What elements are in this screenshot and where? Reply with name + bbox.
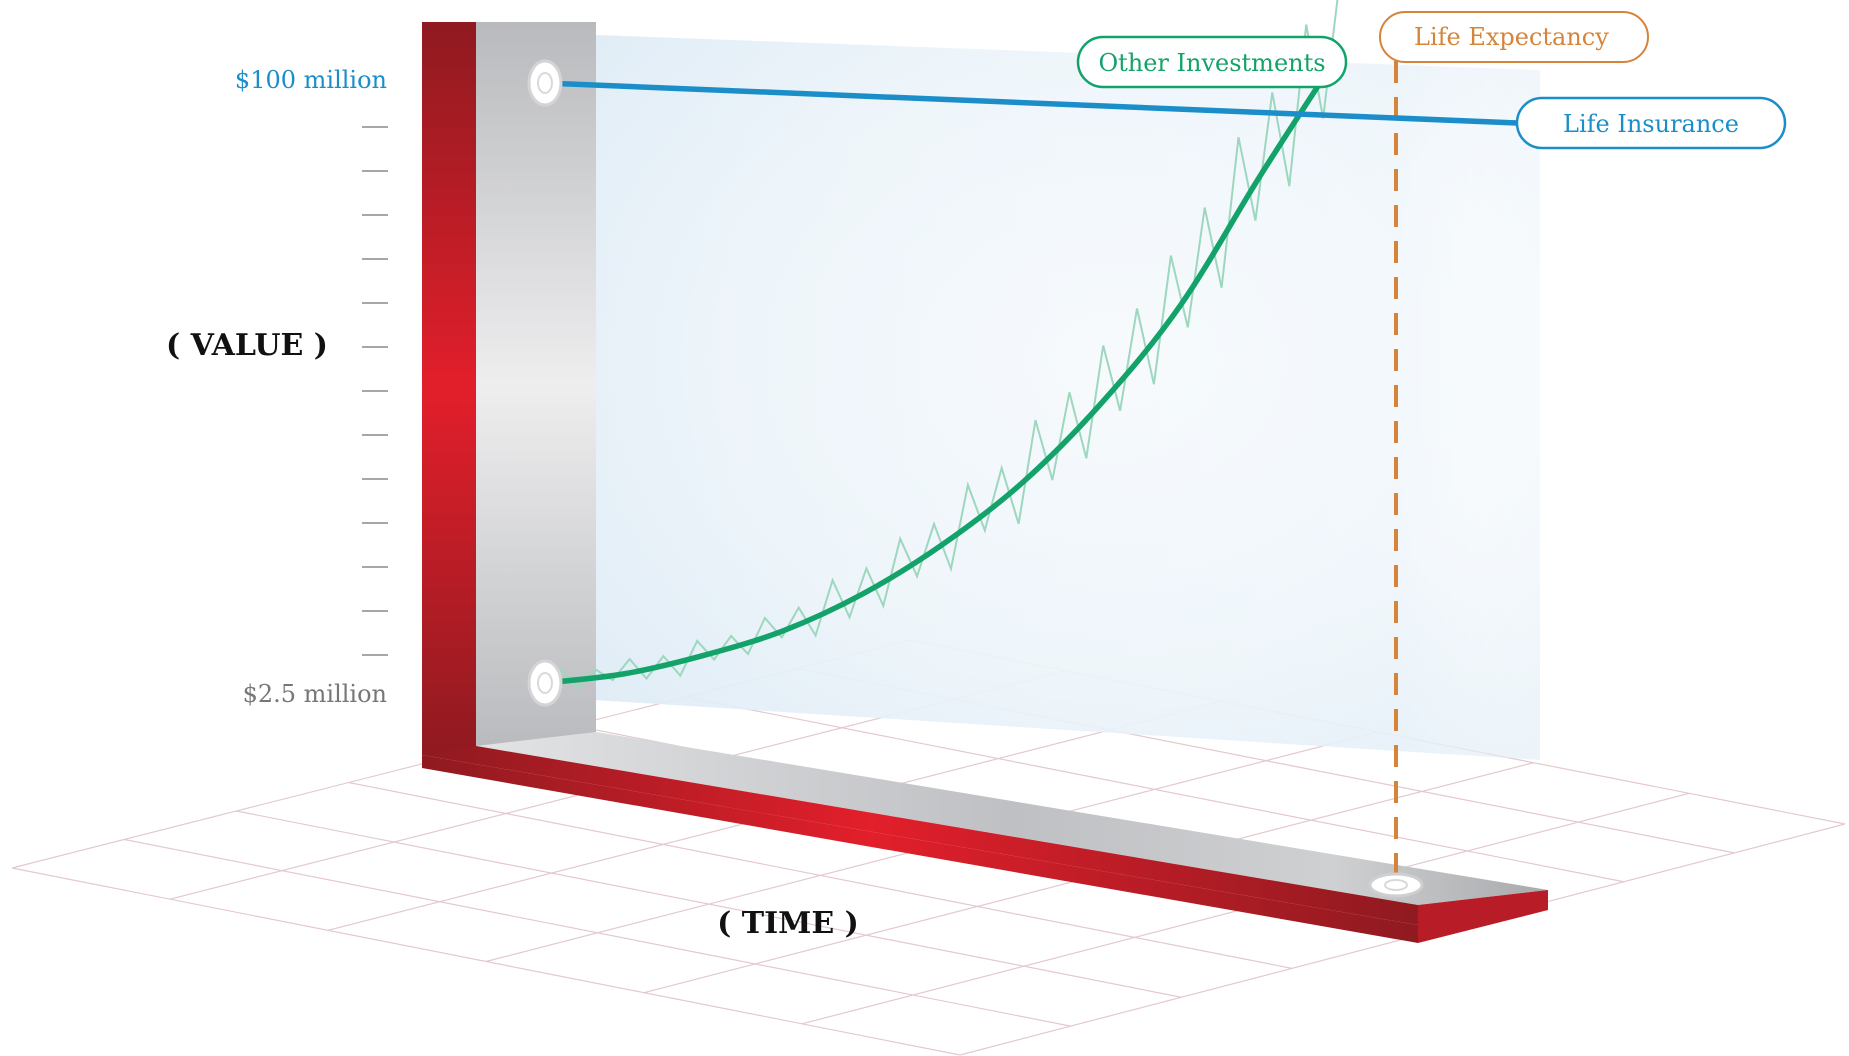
axis-rivet-top bbox=[527, 59, 563, 107]
y-tick-label-bottom: $2.5 million bbox=[243, 680, 387, 708]
legend-other-investments-text: Other Investments bbox=[1098, 49, 1325, 77]
legend-life-expectancy-text: Life Expectancy bbox=[1414, 23, 1609, 51]
legend-life-insurance: Life Insurance bbox=[1515, 96, 1787, 150]
axis-rivet-expectancy bbox=[1368, 872, 1424, 898]
axis-rivet-bottom bbox=[527, 659, 563, 707]
y-axis-ticks bbox=[362, 126, 388, 656]
life-insurance-line bbox=[542, 80, 1520, 126]
time-axis-bar bbox=[422, 732, 1548, 943]
legend-life-expectancy: Life Expectancy bbox=[1379, 11, 1649, 63]
value-axis-bar bbox=[422, 22, 596, 755]
y-axis-title: ( VALUE ) bbox=[166, 328, 328, 363]
legend-other-investments: Other Investments bbox=[1076, 35, 1348, 89]
other-investments-line bbox=[542, 49, 1343, 686]
legend-life-insurance-text: Life Insurance bbox=[1563, 110, 1739, 138]
y-tick-label-top: $100 million bbox=[235, 66, 387, 94]
x-axis-title: ( TIME ) bbox=[717, 906, 859, 941]
